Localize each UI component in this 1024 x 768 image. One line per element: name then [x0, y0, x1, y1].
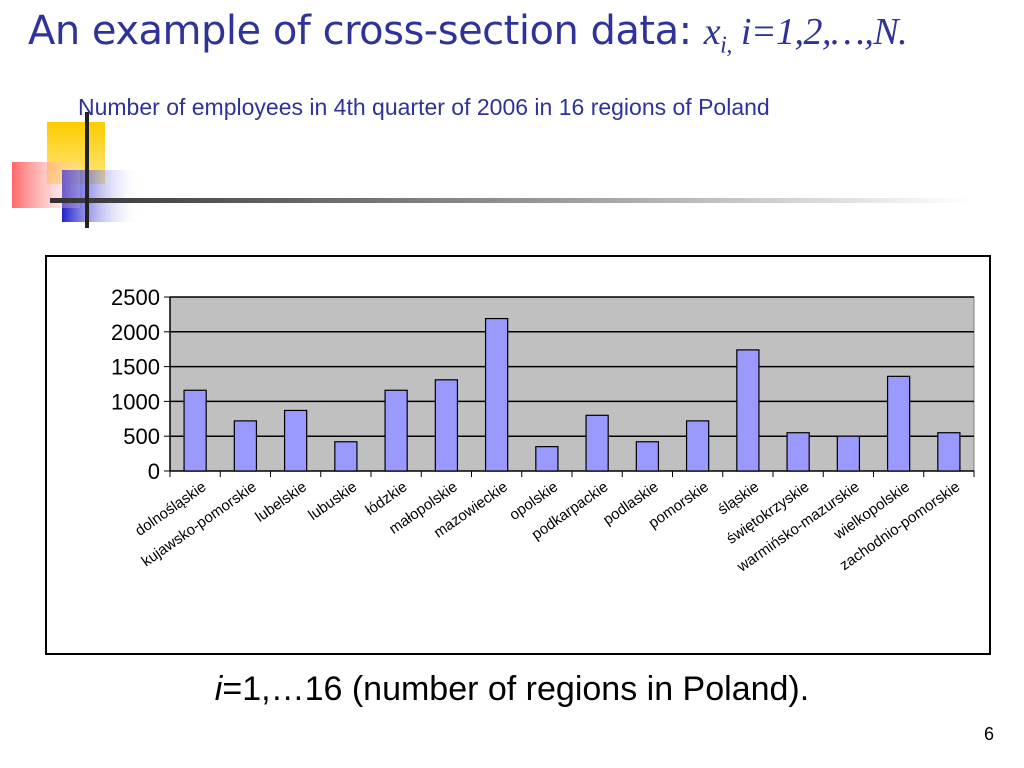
- deco-vertical-line: [85, 112, 89, 228]
- x-tick-label: lubelskie: [252, 478, 310, 525]
- y-tick-label: 2000: [111, 320, 160, 345]
- y-tick-label: 1000: [111, 389, 160, 414]
- y-tick-label: 1500: [111, 355, 160, 380]
- bar: [635, 441, 660, 472]
- y-tick-label: 2500: [111, 285, 160, 310]
- bar: [183, 389, 207, 472]
- bar: [384, 389, 408, 472]
- bar: [886, 375, 911, 472]
- bar: [685, 420, 710, 472]
- y-tick-label: 500: [123, 424, 160, 449]
- title-math-var: x: [703, 11, 721, 53]
- bar: [233, 420, 258, 472]
- x-axis-labels: dolnośląskiekujawsko-pomorskielubelskiel…: [132, 471, 975, 576]
- bar: [736, 349, 760, 472]
- slide-title: An example of cross-section data: xi, i=…: [28, 8, 908, 60]
- slide-title-text: An example of cross-section data:: [28, 8, 704, 54]
- bars: [183, 317, 961, 472]
- bar: [334, 441, 358, 472]
- deco-horizontal-line: [50, 198, 970, 203]
- x-tick-label: lubuskie: [305, 478, 360, 523]
- bar: [484, 317, 509, 472]
- title-math-rest: i=1,2,…,N.: [731, 11, 908, 53]
- footnote-var: i: [214, 670, 223, 708]
- bar: [786, 432, 810, 472]
- chart-frame: 0 500 1000 1500 2000 2500 dolnośląskie kujawsk…: [45, 255, 991, 655]
- bar: [535, 446, 559, 472]
- bar: [836, 435, 861, 472]
- bar: [937, 432, 961, 472]
- deco-blue-square: [62, 170, 142, 222]
- footnote: i=1,…16 (number of regions in Poland).: [0, 670, 1024, 709]
- bar: [283, 409, 308, 472]
- bar: [434, 379, 459, 472]
- bar: [585, 414, 609, 472]
- footnote-text: =1,…16 (number of regions in Poland).: [222, 670, 810, 708]
- page-number: 6: [983, 724, 994, 744]
- deco-red-square: [12, 162, 80, 208]
- bar-chart: 0 500 1000 1500 2000 2500 dolnośląskiekujawsk…: [111, 285, 975, 576]
- deco-yellow-square: [47, 122, 105, 184]
- chart-subtitle: Number of employees in 4th quarter of 20…: [78, 94, 770, 120]
- slide-title-math: xi, i=1,2,…,N.: [703, 11, 908, 59]
- y-tick-label: 0: [148, 459, 160, 484]
- title-math-sub: i,: [720, 32, 732, 59]
